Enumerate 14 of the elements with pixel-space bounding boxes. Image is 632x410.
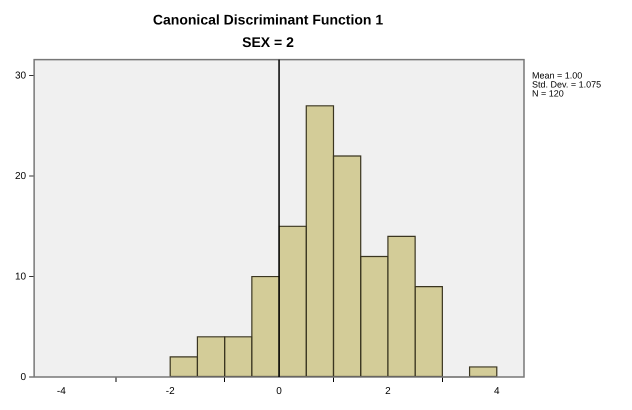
y-tick-label: 30 [15, 70, 27, 82]
x-tick-label: -2 [166, 386, 176, 397]
text: N = 120 [532, 88, 564, 99]
x-tick-label: -4 [56, 386, 66, 397]
y-tick-label: 0 [20, 372, 27, 383]
chart-title: Canonical Discriminant Function 1 [152, 11, 384, 28]
text: Mean = 1.00 [532, 70, 582, 81]
text: Std. Dev. = 1.075 [532, 80, 602, 90]
x-tick-label: 4 [494, 386, 500, 397]
x-tick-label: 2 [385, 386, 392, 397]
y-tick-label: 10 [15, 271, 27, 282]
y-tick-label: 20 [15, 170, 27, 182]
chart-subtitle: SEX = 2 [242, 34, 294, 50]
x-tick-label: 0 [276, 386, 282, 397]
